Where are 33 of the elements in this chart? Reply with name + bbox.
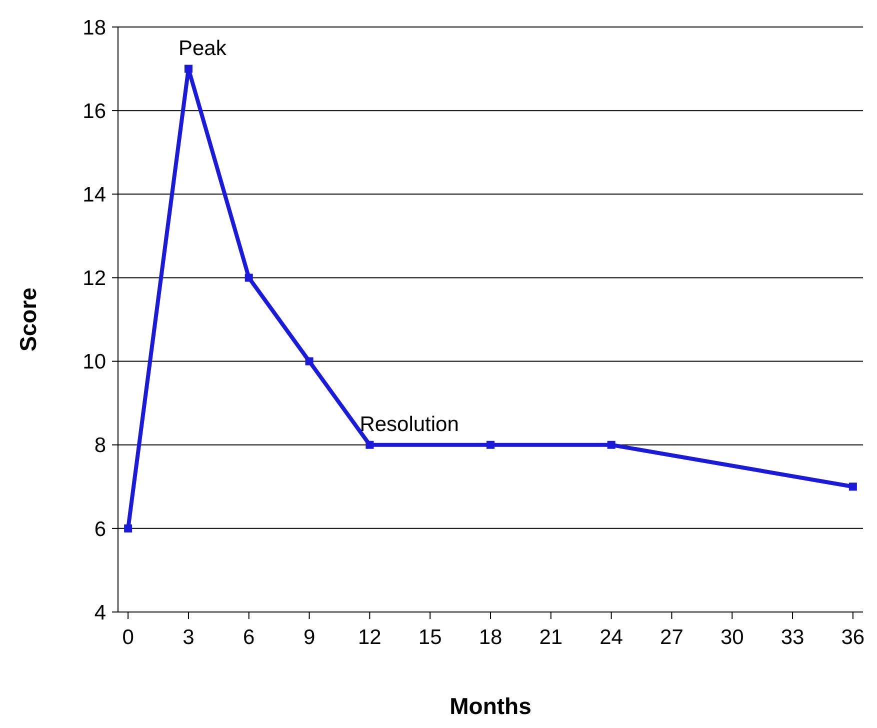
point — [848, 482, 857, 491]
point — [124, 524, 132, 532]
x-tick-label: 3 — [182, 626, 194, 649]
x-tick-label: 0 — [122, 626, 134, 649]
x-tick-label: 30 — [720, 626, 744, 649]
y-tick-label: 14 — [82, 183, 106, 206]
x-tick-label: 36 — [841, 626, 865, 649]
y-tick-label: 18 — [82, 16, 106, 40]
point — [486, 440, 494, 449]
annotation: Resolution — [360, 412, 459, 436]
x-tick-label: 15 — [418, 626, 442, 649]
y-tick-label: 6 — [94, 518, 106, 541]
y-tick-label: 10 — [82, 350, 106, 374]
point — [184, 64, 192, 73]
point — [244, 274, 253, 282]
x-tick-label: 9 — [303, 626, 316, 649]
point — [607, 440, 616, 449]
x-tick-label: 12 — [358, 626, 382, 649]
point — [305, 357, 314, 366]
point — [366, 440, 374, 449]
y-tick-label: 12 — [82, 267, 106, 290]
y-axis-title: Score — [15, 288, 41, 352]
y-tick-label: 16 — [82, 100, 106, 123]
x-tick-label: 27 — [660, 626, 684, 649]
annotation: Peak — [178, 36, 227, 60]
x-tick-label: 24 — [600, 626, 624, 649]
x-tick-label: 18 — [478, 626, 502, 649]
y-tick-label: 8 — [94, 434, 106, 458]
x-tick-label: 33 — [780, 626, 804, 649]
x-axis-title: Months — [450, 693, 532, 719]
x-tick-label: 21 — [539, 626, 563, 649]
y-tick-label: 4 — [94, 601, 106, 624]
x-tick-label: 6 — [243, 626, 255, 649]
